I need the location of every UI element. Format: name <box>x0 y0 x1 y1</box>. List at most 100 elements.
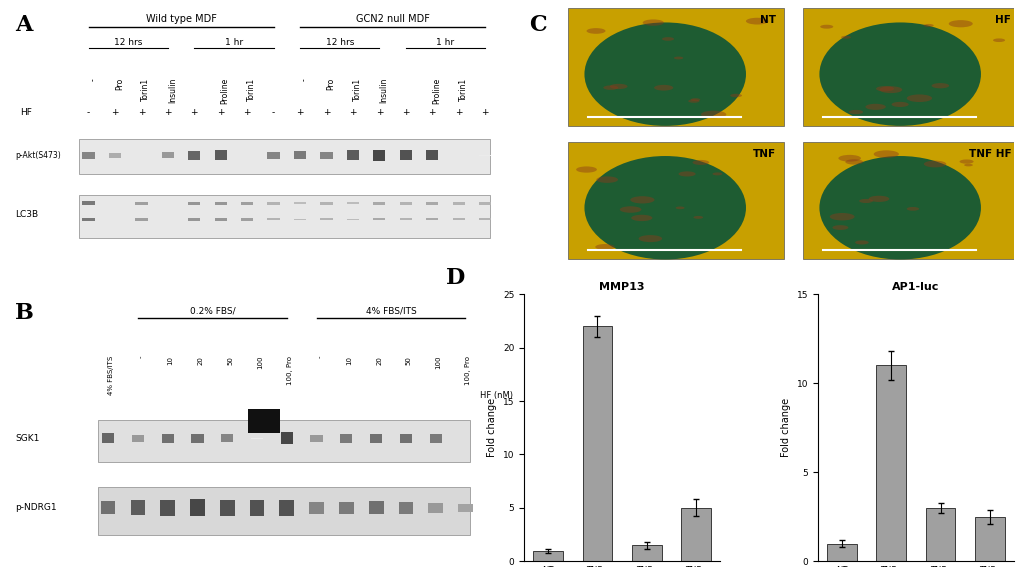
Ellipse shape <box>924 24 934 27</box>
Bar <box>281 433 293 445</box>
Text: 4% FBS/ITS: 4% FBS/ITS <box>366 307 417 316</box>
Bar <box>215 218 227 221</box>
Bar <box>98 486 470 535</box>
Bar <box>370 434 382 443</box>
Ellipse shape <box>701 111 726 119</box>
Text: 100: 100 <box>257 356 263 369</box>
Ellipse shape <box>849 110 863 114</box>
Bar <box>309 502 324 514</box>
Ellipse shape <box>745 18 768 24</box>
Text: 10: 10 <box>346 356 352 365</box>
Text: HF: HF <box>995 15 1012 25</box>
Text: GCN2 null MDF: GCN2 null MDF <box>355 14 429 24</box>
Text: TNF HF: TNF HF <box>969 149 1012 159</box>
Ellipse shape <box>819 156 981 260</box>
Text: -: - <box>138 356 144 358</box>
Bar <box>803 142 1019 260</box>
Bar <box>458 503 473 512</box>
Bar <box>191 434 204 443</box>
Ellipse shape <box>596 176 618 183</box>
Bar <box>267 151 280 159</box>
Ellipse shape <box>692 160 710 165</box>
Text: HF (nM): HF (nM) <box>480 391 513 400</box>
Bar <box>248 409 280 433</box>
Ellipse shape <box>932 83 949 88</box>
Text: -: - <box>87 108 90 117</box>
Ellipse shape <box>713 172 722 175</box>
Ellipse shape <box>662 37 674 41</box>
Ellipse shape <box>892 102 908 107</box>
Bar <box>399 150 412 160</box>
Bar <box>98 420 470 463</box>
Bar <box>267 218 280 221</box>
Text: +: + <box>137 108 145 117</box>
Bar <box>373 150 385 160</box>
Text: p-NDRG1: p-NDRG1 <box>15 503 56 513</box>
Text: SGK1: SGK1 <box>15 434 40 443</box>
Bar <box>241 218 253 221</box>
Ellipse shape <box>639 235 663 242</box>
Bar <box>135 202 147 205</box>
Bar <box>280 500 294 516</box>
Ellipse shape <box>855 240 868 244</box>
Text: 1 hr: 1 hr <box>225 38 243 47</box>
Bar <box>109 153 121 158</box>
Bar <box>826 544 856 561</box>
Bar <box>926 508 955 561</box>
Text: TNF: TNF <box>754 149 776 159</box>
Text: p-Akt(S473): p-Akt(S473) <box>15 151 60 160</box>
Bar <box>399 218 412 221</box>
Ellipse shape <box>577 167 597 173</box>
Ellipse shape <box>585 23 746 126</box>
Text: 10: 10 <box>168 356 174 365</box>
Bar <box>479 218 492 221</box>
Ellipse shape <box>587 28 605 34</box>
Bar <box>132 435 144 442</box>
Bar <box>215 202 227 205</box>
Text: 0.2% FBS/: 0.2% FBS/ <box>189 307 236 316</box>
Text: +: + <box>323 108 330 117</box>
Text: Insulin: Insulin <box>168 78 177 103</box>
Text: 4% FBS/ITS: 4% FBS/ITS <box>109 356 114 395</box>
Text: -: - <box>316 356 323 358</box>
Ellipse shape <box>620 206 641 213</box>
Bar <box>347 150 359 160</box>
Ellipse shape <box>859 199 872 203</box>
Bar <box>682 508 711 561</box>
Ellipse shape <box>674 57 683 60</box>
Bar <box>135 218 147 221</box>
Bar <box>220 500 234 516</box>
Text: +: + <box>112 108 119 117</box>
Bar <box>294 151 306 159</box>
Text: -: - <box>88 78 97 81</box>
Bar <box>399 202 412 205</box>
Ellipse shape <box>993 39 1006 42</box>
Text: Torin1: Torin1 <box>247 78 256 101</box>
Bar <box>321 218 333 221</box>
Ellipse shape <box>676 206 685 209</box>
Text: +: + <box>244 108 251 117</box>
Bar <box>294 202 306 205</box>
Text: +: + <box>190 108 198 117</box>
Bar <box>398 502 414 514</box>
Text: Torin1: Torin1 <box>353 78 361 101</box>
Ellipse shape <box>829 213 855 221</box>
Text: 20: 20 <box>198 356 204 365</box>
Bar <box>83 151 94 159</box>
Bar <box>339 502 353 514</box>
Bar <box>188 151 201 160</box>
Bar <box>430 434 441 443</box>
Text: Torin1: Torin1 <box>141 78 151 101</box>
Y-axis label: Fold change: Fold change <box>487 398 498 458</box>
Bar <box>83 218 94 221</box>
Ellipse shape <box>877 86 894 91</box>
Text: 100: 100 <box>436 356 441 369</box>
Text: LC3B: LC3B <box>15 210 38 218</box>
Ellipse shape <box>841 36 851 39</box>
Bar <box>453 202 465 205</box>
Text: 50: 50 <box>227 356 233 365</box>
Text: B: B <box>15 302 34 324</box>
Ellipse shape <box>690 98 700 101</box>
Ellipse shape <box>833 225 849 230</box>
Ellipse shape <box>906 207 920 211</box>
